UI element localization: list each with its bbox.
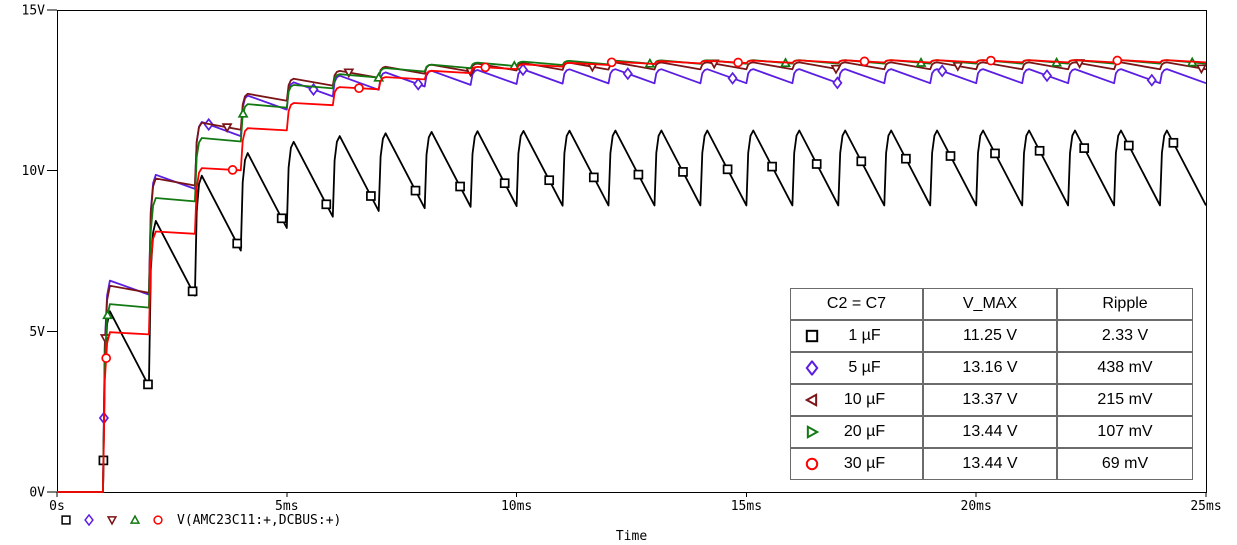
diamond-icon: [804, 359, 820, 377]
ripple-value: 107 mV: [1057, 416, 1193, 448]
results-row: 1 µF 11.25 V 2.33 V: [790, 320, 1193, 352]
plot-border: [57, 10, 1207, 493]
trace-legend-markers: [59, 513, 165, 527]
capacitance-value: 20 µF: [843, 423, 886, 440]
x-tick-label: 10ms: [501, 499, 532, 514]
y-tick-label: 15V: [22, 4, 46, 19]
results-header-row: C2 = C7 V_MAX Ripple: [790, 288, 1193, 320]
square-icon: [61, 515, 71, 525]
results-row: 5 µF 13.16 V 438 mV: [790, 352, 1193, 384]
trace-expression[interactable]: V(AMC23C11:+,DCBUS:+): [177, 512, 342, 528]
x-tick-label: 20ms: [961, 499, 992, 514]
results-col-header: V_MAX: [923, 288, 1057, 320]
ripple-value: 69 mV: [1057, 448, 1193, 480]
capacitance-value: 30 µF: [843, 455, 886, 472]
capacitance-cell: 1 µF: [790, 320, 923, 352]
capacitance-cell: 10 µF: [790, 384, 923, 416]
results-row: 30 µF 13.44 V 69 mV: [790, 448, 1193, 480]
capacitance-cell: 30 µF: [790, 448, 923, 480]
triangle-left-icon: [804, 393, 820, 408]
circle-icon: [804, 457, 820, 472]
x-tick-label: 5ms: [275, 499, 298, 514]
vmax-value: 13.44 V: [923, 416, 1057, 448]
ripple-value: 215 mV: [1057, 384, 1193, 416]
vmax-value: 13.16 V: [923, 352, 1057, 384]
vmax-value: 13.44 V: [923, 448, 1057, 480]
capacitance-cell: 5 µF: [790, 352, 923, 384]
x-axis-title: Time: [615, 529, 648, 544]
results-row: 10 µF 13.37 V 215 mV: [790, 384, 1193, 416]
x-tick-label: 15ms: [731, 499, 762, 514]
results-col-header: C2 = C7: [790, 288, 923, 320]
diamond-icon: [84, 513, 94, 527]
y-tick-label: 0V: [29, 486, 45, 501]
triangle-up-icon: [129, 514, 141, 524]
waveform-trace[interactable]: [57, 68, 1207, 493]
y-tick-label: 10V: [22, 164, 46, 179]
x-tick-label: 25ms: [1190, 499, 1221, 514]
square-icon: [804, 329, 820, 344]
results-row: 20 µF 13.44 V 107 mV: [790, 416, 1193, 448]
trace-legend[interactable]: V(AMC23C11:+,DCBUS:+): [59, 511, 341, 529]
circle-icon: [153, 515, 163, 525]
vmax-value: 13.37 V: [923, 384, 1057, 416]
capacitance-value: 10 µF: [843, 391, 886, 408]
results-table: C2 = C7 V_MAX Ripple 1 µF 11.25 V 2.33 V 5 µF 1…: [790, 288, 1193, 480]
waveform-trace[interactable]: [57, 59, 1207, 493]
ripple-value: 2.33 V: [1057, 320, 1193, 352]
triangle-right-icon: [804, 425, 820, 440]
waveform-trace[interactable]: [57, 61, 1207, 493]
capacitance-value: 1 µF: [848, 327, 881, 344]
triangle-down-icon: [106, 516, 118, 526]
y-tick-label: 5V: [29, 325, 45, 340]
vmax-value: 11.25 V: [923, 320, 1057, 352]
results-col-header: Ripple: [1057, 288, 1193, 320]
capacitance-value: 5 µF: [848, 359, 881, 376]
capacitance-cell: 20 µF: [790, 416, 923, 448]
x-tick-label: 0s: [49, 499, 65, 514]
ripple-value: 438 mV: [1057, 352, 1193, 384]
waveform-trace[interactable]: [57, 129, 1207, 493]
